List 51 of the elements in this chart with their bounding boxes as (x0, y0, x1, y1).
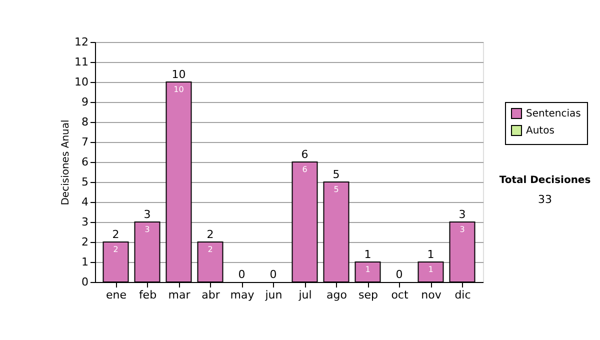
total-label: 10 (172, 68, 186, 81)
x-tick-label: may (230, 288, 255, 302)
x-tick-label: feb (138, 288, 157, 302)
x-tick-label: mar (168, 288, 191, 302)
x-tick-label: jun (264, 288, 282, 302)
data-label: 5 (334, 185, 339, 194)
x-tick-label: ago (326, 288, 348, 302)
data-label: 3 (144, 225, 150, 234)
y-tick-label: 11 (74, 56, 88, 68)
x-tick-label: sep (358, 288, 378, 302)
data-label: 1 (428, 265, 434, 274)
x-tick-label: ene (106, 288, 127, 302)
x-tick-label: nov (421, 288, 442, 302)
total-label: 6 (301, 148, 308, 161)
total-label: 0 (270, 268, 277, 281)
total-label: 0 (396, 268, 403, 281)
y-tick-label: 6 (82, 156, 88, 168)
y-axis-title: Decisiones Anual (60, 120, 72, 206)
total-label: 3 (144, 208, 151, 221)
data-label: 3 (460, 225, 465, 234)
total-label: 5 (332, 168, 340, 181)
total-label: 0 (238, 268, 246, 281)
data-label: 6 (302, 165, 308, 174)
y-tick-label: 10 (74, 76, 88, 88)
data-label: 2 (113, 245, 118, 254)
x-tick-label: abr (202, 288, 220, 302)
data-label: 10 (174, 85, 184, 94)
data-label: 2 (208, 245, 213, 254)
total-label: 2 (112, 228, 120, 241)
y-tick-label: 9 (82, 96, 88, 108)
x-tick-label: dic (454, 288, 471, 302)
text: Total Decisiones (499, 175, 591, 186)
x-tick-label: oct (391, 288, 409, 302)
total-label: 3 (458, 208, 466, 221)
total-label: 2 (206, 228, 214, 241)
y-tick-label: 4 (82, 196, 88, 208)
total-label: 1 (364, 248, 372, 261)
text: 33 (538, 193, 552, 206)
y-tick-label: 7 (82, 136, 88, 148)
x-tick-label: jul (298, 288, 312, 302)
y-tick-label: 8 (82, 116, 88, 128)
y-tick-label: 5 (82, 176, 88, 188)
y-tick-label: 3 (82, 216, 88, 228)
y-tick-label: 12 (74, 36, 88, 48)
total-label: 1 (427, 248, 434, 261)
y-tick-label: 1 (82, 256, 88, 268)
y-tick-label: 2 (82, 236, 88, 248)
y-tick-label: 0 (82, 276, 88, 288)
legend-label: Sentencias (526, 108, 581, 120)
legend-label: Autos (526, 126, 554, 136)
data-label: 1 (365, 265, 370, 274)
